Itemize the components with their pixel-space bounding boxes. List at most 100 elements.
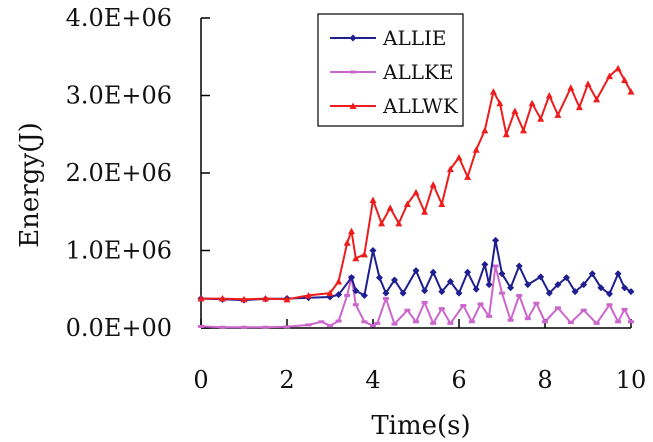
- data-point-allwk: [614, 64, 622, 72]
- data-point-allwk: [378, 219, 386, 227]
- data-point-allwk: [627, 88, 635, 95]
- data-point-allwk: [545, 92, 553, 99]
- data-point-allwk: [305, 291, 312, 299]
- legend-box: [317, 13, 464, 127]
- data-point-allie: [485, 281, 493, 289]
- data-point-allwk: [326, 289, 334, 297]
- data-point-allke: [524, 317, 531, 321]
- y-tick-label: 4.0E+06: [66, 4, 172, 32]
- data-point-allke: [327, 324, 333, 328]
- data-point-allwk: [464, 173, 472, 180]
- data-point-allie: [524, 281, 532, 289]
- data-point-allie: [421, 287, 429, 295]
- x-tick-label: 0: [193, 366, 208, 394]
- data-point-allwk: [412, 188, 420, 196]
- data-point-allke: [413, 320, 419, 324]
- data-point-allwk: [593, 95, 601, 103]
- data-point-allwk: [455, 154, 463, 161]
- data-point-allke: [382, 297, 389, 301]
- data-point-allke: [580, 308, 587, 312]
- data-point-allke: [438, 307, 445, 311]
- data-point-allie: [481, 260, 489, 268]
- data-point-allke: [507, 318, 514, 322]
- x-tick-label: 2: [279, 366, 294, 394]
- legend-label-allwk: ALLWK: [382, 94, 459, 118]
- data-point-allke: [241, 325, 247, 329]
- data-point-allie: [455, 289, 463, 297]
- series-layer: [197, 64, 635, 329]
- data-point-allie: [515, 262, 523, 270]
- legend-marker-allwk: [349, 102, 357, 109]
- data-point-allke: [533, 301, 540, 305]
- data-point-allwk: [429, 181, 437, 188]
- x-tick-label: 10: [616, 366, 647, 394]
- data-point-allie: [335, 291, 343, 299]
- data-point-allie: [360, 291, 368, 299]
- data-point-allke: [499, 291, 505, 295]
- data-point-allwk: [489, 88, 497, 95]
- data-point-allie: [464, 268, 472, 276]
- data-point-allwk: [511, 107, 519, 114]
- data-point-allie: [429, 268, 437, 276]
- data-point-allie: [438, 288, 446, 296]
- legend-label-allie: ALLIE: [382, 26, 447, 50]
- data-point-allke: [593, 321, 600, 325]
- data-point-allwk: [446, 165, 454, 173]
- data-point-allke: [318, 320, 325, 324]
- data-point-allie: [369, 247, 377, 254]
- data-point-allwk: [606, 72, 613, 80]
- data-point-allwk: [520, 126, 527, 134]
- data-point-allke: [404, 308, 411, 312]
- data-point-allie: [606, 290, 613, 298]
- data-point-allwk: [348, 227, 355, 235]
- data-point-allwk: [240, 295, 248, 303]
- data-point-allwk: [472, 146, 480, 153]
- data-point-allke: [460, 304, 467, 308]
- data-point-allie: [545, 289, 553, 297]
- data-point-allke: [198, 324, 204, 328]
- data-point-allke: [352, 303, 359, 307]
- data-point-allwk: [262, 295, 269, 302]
- series-allie: [197, 236, 635, 304]
- data-point-allke: [430, 321, 437, 325]
- data-point-allwk: [528, 99, 536, 107]
- data-point-allie: [492, 236, 500, 244]
- x-tick-label: 6: [451, 366, 466, 394]
- y-tick-label: 2.0E+06: [66, 159, 172, 187]
- data-point-allwk: [352, 254, 360, 262]
- data-point-allke: [542, 320, 548, 324]
- x-tick-label: 8: [537, 366, 552, 394]
- data-point-allie: [472, 285, 480, 293]
- y-axis-label: Energy(J): [15, 122, 45, 248]
- data-point-allie: [588, 270, 596, 278]
- y-tick-label: 3.0E+06: [66, 82, 172, 110]
- legend-label-allke: ALLKE: [382, 60, 454, 84]
- data-point-allwk: [219, 295, 226, 302]
- data-point-allwk: [343, 239, 351, 246]
- data-point-allke: [477, 302, 484, 306]
- data-point-allie: [348, 274, 355, 282]
- data-point-allke: [468, 320, 475, 324]
- data-point-allwk: [395, 219, 403, 227]
- data-point-allke: [486, 314, 493, 318]
- data-point-allke: [374, 321, 381, 325]
- data-point-allie: [537, 273, 545, 281]
- data-point-allie: [498, 270, 506, 278]
- data-point-allie: [614, 270, 622, 278]
- data-point-allie: [412, 267, 420, 275]
- data-point-allke: [447, 321, 454, 325]
- series-allwk: [197, 64, 635, 303]
- data-point-allie: [352, 287, 360, 295]
- data-point-allke: [361, 320, 368, 324]
- data-point-allke: [628, 320, 634, 324]
- x-tick-label: 4: [365, 366, 380, 394]
- data-point-allwk: [481, 126, 489, 134]
- data-point-allke: [391, 322, 398, 326]
- data-point-allwk: [335, 278, 343, 285]
- data-point-allke: [335, 319, 342, 323]
- data-point-allie: [554, 281, 562, 289]
- legend-marker-allie: [349, 34, 357, 42]
- legend-marker-allke: [350, 70, 356, 74]
- data-point-allie: [391, 276, 398, 284]
